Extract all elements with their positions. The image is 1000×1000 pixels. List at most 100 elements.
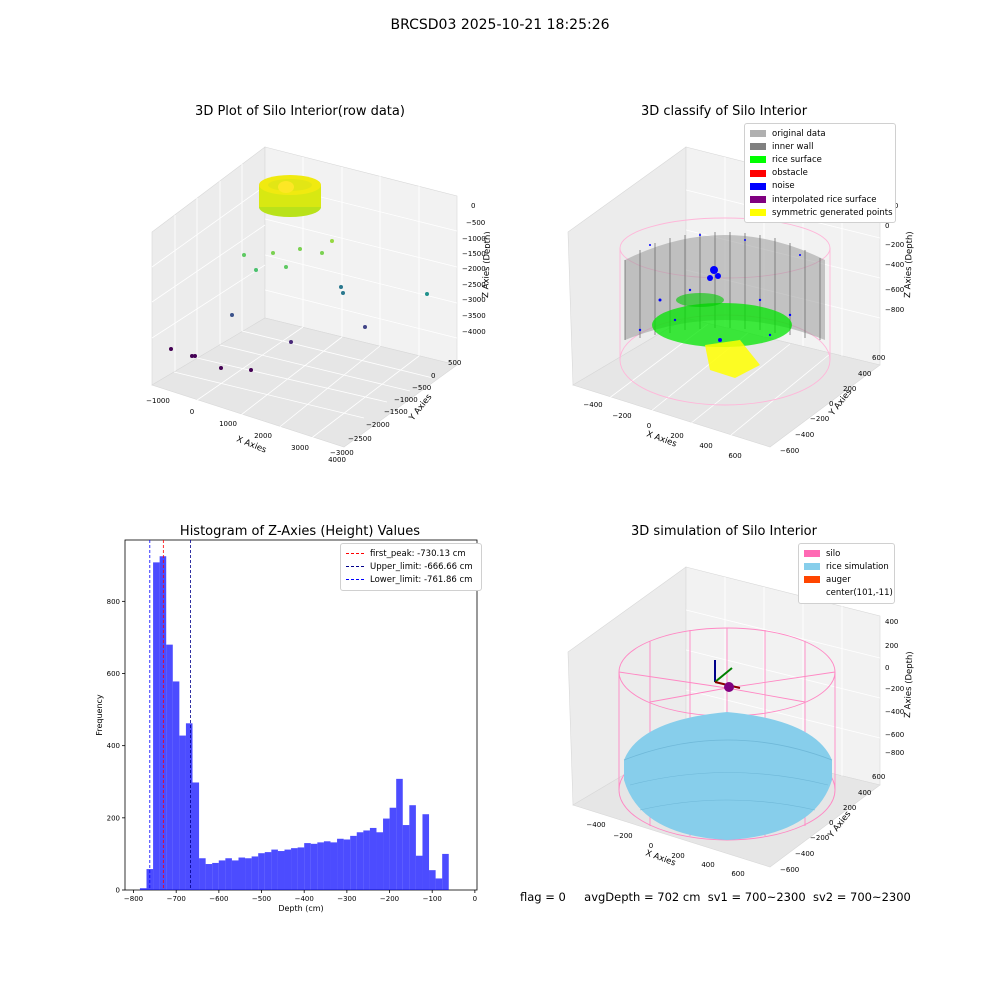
histogram-xticks: −800 −700 −600 −500 −400 −300 −200 −100 0 [124,890,477,903]
histogram-bar [409,805,416,890]
classify-plot-title: 3D classify of Silo Interior [640,104,808,119]
simulation-ytick: −400 [795,850,814,858]
simulation-3d-plot: −400 −200 0 200 400 600 600 400 200 0 −2… [567,566,915,878]
simulation-xtick: 400 [701,861,714,869]
histogram-bar [185,723,193,890]
flag-value: flag = 0 [520,890,566,904]
classify-xtick: 200 [670,432,683,440]
classify-ztick: −800 [885,306,904,314]
simulation-ytick: −600 [780,866,799,874]
raw-plot-title: 3D Plot of Silo Interior(row data) [195,104,405,119]
raw-xtick: 3000 [291,444,309,452]
raw-ytick: 0 [431,372,435,380]
raw-ytick: −1000 [394,396,418,404]
histogram-title: Histogram of Z-Axies (Height) Values [179,524,421,539]
legend-swatch [750,143,766,151]
histogram-ytick-label: 200 [107,814,120,822]
raw-xtick: 0 [190,408,194,416]
raw-ytick: −2500 [348,435,372,443]
classify-xtick: 600 [728,452,741,460]
histogram-bar [310,843,318,890]
histogram-bar [159,556,167,890]
legend-entry: Lower_limit: -761.86 cm [346,573,476,586]
histogram-bar [225,858,232,890]
legend-swatch [750,196,766,204]
histogram-xtick-label: −300 [337,895,356,903]
histogram-ytick-label: 0 [116,887,120,895]
raw-point-cylinder [259,175,321,217]
histogram-bar [330,842,338,890]
raw-3d-plot: −1000 0 1000 2000 3000 4000 500 0 −500 −… [146,146,490,464]
raw-xtick: 4000 [328,456,346,464]
histogram-bar [389,807,397,890]
histogram-xtick-label: −100 [423,895,442,903]
histogram-bar [396,778,403,890]
simulation-plot-title: 3D simulation of Silo Interior [631,524,817,539]
raw-ztick: 0 [471,202,475,210]
histogram-bar [205,864,213,890]
histogram-bar [383,818,390,890]
histogram-xlabel: Depth (cm) [278,904,323,913]
classify-ytick: 600 [872,354,885,362]
classify-ytick: 200 [843,385,856,393]
simulation-ztick: −800 [885,749,904,757]
histogram-bar [139,888,147,890]
simulation-ytick: 0 [829,819,833,827]
legend-entry: auger [804,573,889,586]
raw-xtick: 2000 [254,432,272,440]
histogram-xtick-label: 0 [473,895,477,903]
raw-grid [151,157,458,444]
legend-entry: inner wall [750,140,890,153]
histogram-bar [343,839,351,890]
legend-entry: interpolated rice surface [750,193,890,206]
histogram-bar [153,562,160,890]
raw-ytick: 500 [448,359,461,367]
raw-ztick: −2000 [462,265,486,273]
simulation-xtick: −400 [586,821,605,829]
simulation-auger [714,660,741,692]
raw-ztick: −500 [466,219,485,227]
histogram-bar [422,814,430,890]
simulation-ytick: −200 [810,834,829,842]
histogram-bar [231,860,239,890]
classify-xtick: −200 [612,412,631,420]
raw-ztick: −1500 [462,250,486,258]
histogram-ytick-label: 600 [107,670,120,678]
sv1-value: sv1 = 700~2300 [707,890,806,904]
legend-entry: first_peak: -730.13 cm [346,547,476,560]
histogram-chart: −800 −700 −600 −500 −400 −300 −200 −100 0 0 200 40… [95,539,478,913]
simulation-ztick: −200 [885,685,904,693]
legend-swatch [750,130,766,138]
histogram-ytick-label: 800 [107,598,120,606]
histogram-bar [435,878,443,890]
simulation-xtick: 600 [731,870,744,878]
histogram-bar [264,852,272,890]
histogram-bar [304,843,311,890]
histogram-bar [317,842,324,890]
histogram-bar [277,851,285,890]
histogram-bar [245,858,252,890]
histogram-bar [297,847,305,890]
raw-ztick: −4000 [462,328,486,336]
histogram-xtick-label: −700 [167,895,186,903]
legend-swatch [750,156,766,164]
histogram-bar [218,860,226,890]
histogram-bar [251,856,259,890]
raw-scatter-points [169,239,429,372]
classify-ytick: 400 [858,370,871,378]
histogram-bar [284,849,292,890]
classify-xtick: −400 [583,401,602,409]
histogram-bar [429,870,436,890]
raw-ztick: −3000 [462,296,486,304]
classify-xtick: 0 [647,422,651,430]
simulation-xtick: −200 [613,832,632,840]
legend-entry: center(101,-11) [826,588,893,599]
simulation-ytick: 200 [843,804,856,812]
status-line: flag = 0 avgDepth = 702 cm sv1 = 700~230… [520,890,911,904]
simulation-ztick: −400 [885,708,904,716]
simulation-xtick: 200 [671,852,684,860]
histogram-yticks: 0 200 400 600 800 [107,598,125,895]
legend-entry: rice simulation [804,560,889,573]
histogram-bar [271,849,278,890]
histogram-bar [172,681,180,890]
